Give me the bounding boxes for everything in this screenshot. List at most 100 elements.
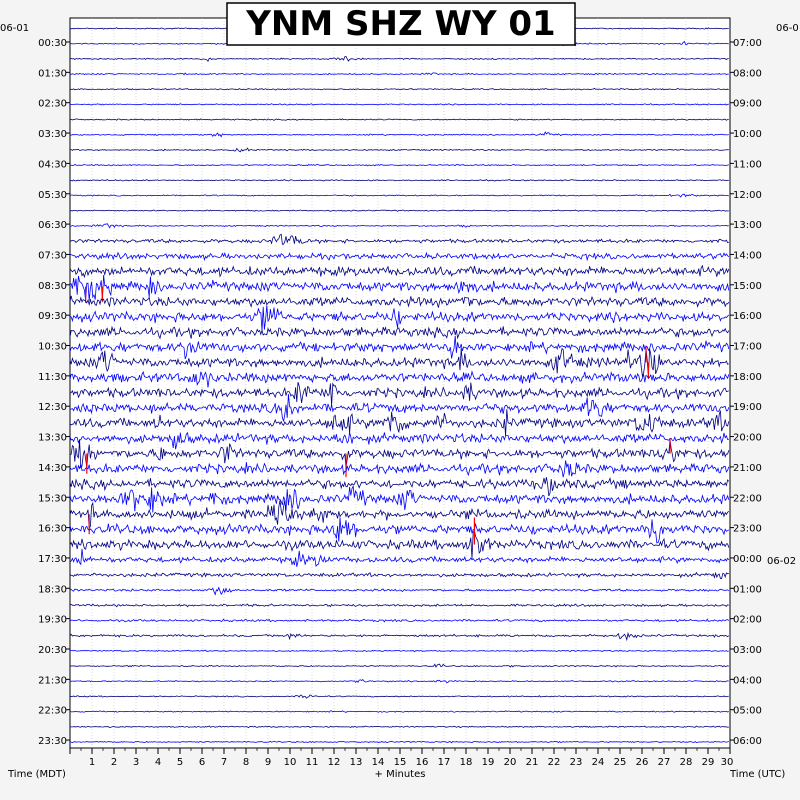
- trace-line: [69, 118, 729, 121]
- x-tick-label: 20: [504, 757, 517, 768]
- right-time-label: 10:00: [733, 129, 762, 140]
- right-time-labels: 07:00 08:00 09:00 10:00 11:00 12:00 13:00 14:00…: [733, 38, 762, 747]
- left-time-label: 16:30: [38, 524, 67, 535]
- x-tick-label: 27: [658, 757, 671, 768]
- trace-line: [69, 56, 729, 62]
- x-tick-label: 16: [416, 757, 429, 768]
- chart-title: YNM SHZ WY 01: [245, 4, 555, 44]
- x-tick-label: 24: [592, 757, 605, 768]
- left-time-label: 13:30: [38, 433, 67, 444]
- trace-line: [69, 335, 730, 360]
- right-time-label: 11:00: [733, 159, 762, 170]
- x-tick-label: 6: [199, 757, 205, 768]
- x-tick-label: 7: [221, 757, 227, 768]
- right-time-label: 08:00: [733, 68, 762, 79]
- left-time-label: 20:30: [38, 645, 67, 656]
- left-date-label: 06-01: [0, 23, 29, 34]
- x-tick-label: 25: [614, 757, 627, 768]
- trace-line: [69, 571, 729, 580]
- right-time-label: 15:00: [733, 281, 762, 292]
- trace-line: [69, 476, 730, 497]
- left-time-label: 19:30: [38, 615, 67, 626]
- x-tick-label: 2: [111, 757, 117, 768]
- left-time-label: 06:30: [38, 220, 67, 231]
- right-time-label: 17:00: [733, 342, 762, 353]
- left-time-label: 05:30: [38, 190, 67, 201]
- left-time-label: 00:30: [38, 38, 67, 49]
- left-time-label: 10:30: [38, 342, 67, 353]
- plot-frame: [69, 17, 731, 749]
- x-tick-label: 23: [570, 757, 583, 768]
- left-time-label: 03:30: [38, 129, 67, 140]
- trace-line: [69, 72, 729, 76]
- left-time-label: 09:30: [38, 311, 67, 322]
- right-time-label: 18:00: [733, 372, 762, 383]
- trace-line: [69, 431, 729, 450]
- trace-line: [69, 517, 730, 544]
- left-time-label: 17:30: [38, 554, 67, 565]
- x-tick-label: 21: [526, 757, 539, 768]
- left-time-label: 18:30: [38, 584, 67, 595]
- trace-line: [70, 725, 729, 729]
- x-tick-label: 12: [328, 757, 341, 768]
- x-tick-label: 30: [721, 757, 734, 768]
- trace-line: [69, 409, 730, 436]
- trace-line: [69, 381, 729, 407]
- trace-line: [69, 370, 730, 388]
- trace-line: [69, 500, 730, 530]
- right-time-label: 07:00: [733, 38, 762, 49]
- right-date-label: 06-0: [776, 23, 799, 34]
- x-tick-label: 1: [89, 757, 95, 768]
- right-time-label: 13:00: [733, 220, 762, 231]
- trace-line: [69, 663, 729, 668]
- left-time-label: 21:30: [38, 675, 67, 686]
- trace-line: [69, 325, 730, 340]
- trace-line: [69, 193, 729, 198]
- trace-line: [69, 484, 730, 513]
- left-time-label: 23:30: [38, 736, 67, 747]
- right-time-label: 03:00: [733, 645, 762, 656]
- x-tick-label: 28: [680, 757, 693, 768]
- trace-line: [69, 631, 730, 642]
- right-time-label: 21:00: [733, 463, 762, 474]
- right-time-label: 00:00: [733, 554, 762, 565]
- right-time-label: 12:00: [733, 190, 762, 201]
- x-tick-label: 26: [636, 757, 649, 768]
- x-tick-label: 18: [460, 757, 473, 768]
- x-tick-label: 13: [350, 757, 363, 768]
- x-tick-label: 4: [155, 757, 161, 768]
- right-time-label: 01:00: [733, 584, 762, 595]
- left-time-label: 04:30: [38, 159, 67, 170]
- left-time-label: 02:30: [38, 99, 67, 110]
- trace-line: [69, 223, 729, 229]
- trace-line: [69, 679, 729, 684]
- trace-line: [69, 251, 730, 262]
- left-time-label: 15:30: [38, 493, 67, 504]
- x-tick-label: 9: [265, 757, 271, 768]
- right-axis-label: Time (UTC): [729, 769, 785, 780]
- trace-line: [69, 649, 729, 653]
- trace-line: [69, 548, 730, 568]
- left-time-label: 12:30: [38, 402, 67, 413]
- trace-line: [69, 740, 730, 744]
- trace-line: [69, 87, 729, 91]
- trace-line: [70, 209, 729, 212]
- right-time-label: 06:00: [733, 736, 762, 747]
- trace-line: [69, 295, 730, 308]
- trace-line: [69, 264, 730, 279]
- trace-line: [69, 439, 730, 469]
- trace-line: [69, 393, 730, 422]
- right-time-label: 22:00: [733, 493, 762, 504]
- x-tick-label: 5: [177, 757, 183, 768]
- x-axis-ticks: 1 2 3 4 5 6 7 8 9 10 11 12 13 14 15 16 17 18 19 20 21 22 23 24 2…: [69, 748, 734, 768]
- trace-line: [69, 131, 729, 138]
- right-time-label: 14:00: [733, 250, 762, 261]
- right-time-label: 16:00: [733, 311, 762, 322]
- right-next-date-label: 06-02: [767, 556, 796, 567]
- trace-line: [69, 103, 729, 106]
- trace-line: [69, 305, 730, 331]
- title-box: [226, 2, 576, 46]
- right-time-label: 20:00: [733, 433, 762, 444]
- x-tick-label: 17: [438, 757, 451, 768]
- trace-line: [69, 179, 729, 182]
